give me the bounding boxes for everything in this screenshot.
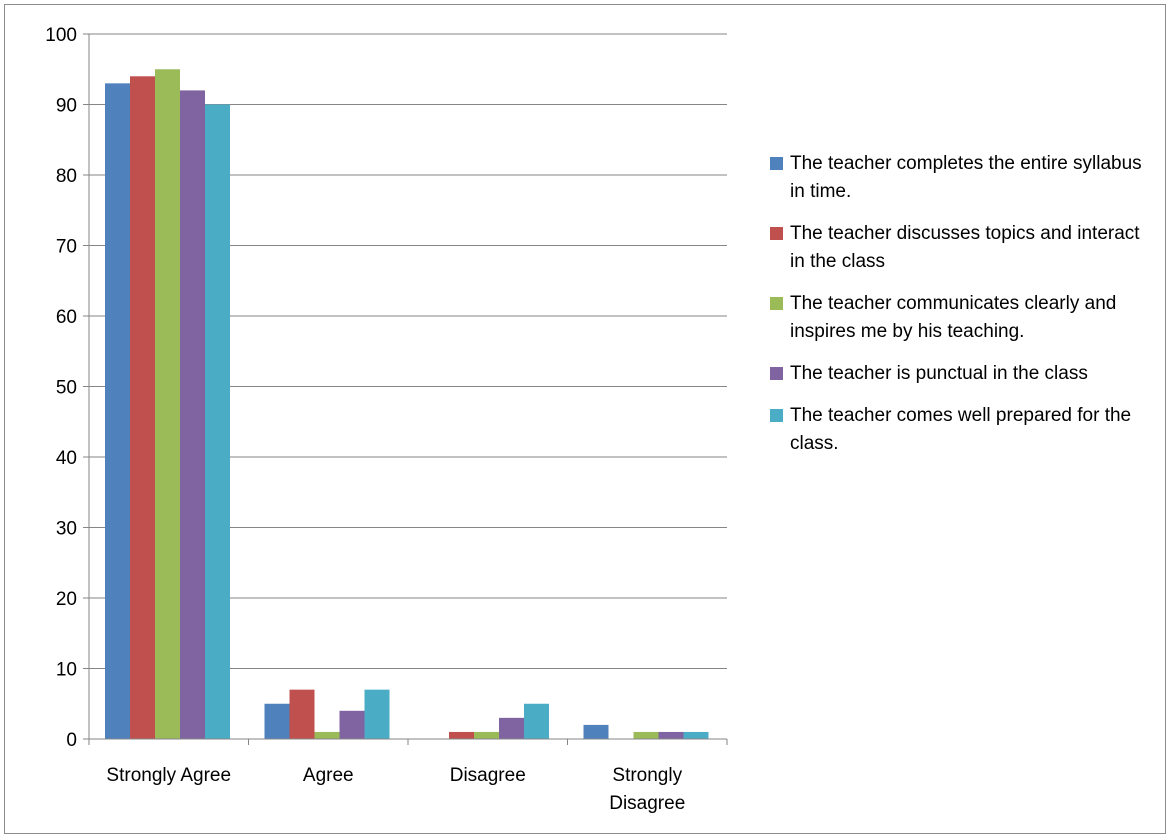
- bar: [180, 90, 205, 739]
- legend-item: The teacher completes the entire syllabu…: [770, 150, 1155, 206]
- y-axis-ticks: 0 10 20 30 40 50 60 70 80 90 100: [45, 25, 77, 751]
- y-tick-label: 50: [56, 378, 77, 399]
- y-tick-label: 40: [56, 448, 77, 469]
- legend-swatch: [770, 297, 783, 310]
- bar: [683, 731, 709, 739]
- bar: [499, 717, 524, 739]
- bar: [105, 83, 130, 740]
- bar: [205, 104, 230, 739]
- y-tick-label: 20: [56, 589, 77, 610]
- legend-label: The teacher is punctual in the class: [790, 363, 1088, 384]
- legend-label: The teacher communicates clearly and ins…: [790, 293, 1117, 342]
- axes: [83, 33, 728, 745]
- bar: [339, 710, 365, 739]
- bar: [633, 731, 659, 739]
- legend-swatch: [770, 157, 783, 170]
- legend-item: The teacher is punctual in the class: [770, 360, 1155, 388]
- y-tick-label: 60: [56, 307, 77, 328]
- x-tick-label: Disagree: [609, 793, 685, 814]
- y-tick-label: 90: [56, 96, 77, 117]
- legend-label: The teacher completes the entire syllabu…: [790, 153, 1142, 202]
- bar: [314, 731, 340, 739]
- legend-item: The teacher communicates clearly and ins…: [770, 290, 1155, 346]
- x-tick-label: Strongly: [612, 765, 682, 786]
- bar: [289, 689, 315, 739]
- legend-swatch: [770, 409, 783, 422]
- y-tick-label: 0: [66, 730, 77, 751]
- x-axis-ticks: Strongly Agree Agree Disagree Strongly Disag…: [106, 765, 685, 814]
- y-tick-label: 80: [56, 166, 77, 187]
- bar: [155, 69, 180, 739]
- bar: [364, 689, 390, 739]
- y-tick-label: 70: [56, 237, 77, 258]
- legend-item: The teacher comes well prepared for the …: [770, 402, 1155, 458]
- legend: The teacher completes the entire syllabu…: [770, 150, 1155, 472]
- legend-swatch: [770, 227, 783, 240]
- x-tick-label: Disagree: [450, 765, 526, 786]
- legend-label: The teacher discusses topics and interac…: [790, 223, 1140, 272]
- bar: [130, 76, 155, 740]
- y-tick-label: 30: [56, 519, 77, 540]
- bar: [449, 731, 474, 739]
- legend-item: The teacher discusses topics and interac…: [770, 220, 1155, 276]
- bar: [583, 724, 609, 739]
- x-tick-label: Agree: [303, 765, 354, 786]
- x-tick-label: Strongly Agree: [106, 765, 231, 786]
- bars: [105, 69, 709, 740]
- legend-label: The teacher comes well prepared for the …: [790, 405, 1132, 454]
- y-tick-label: 10: [56, 660, 77, 681]
- y-tick-label: 100: [45, 25, 77, 46]
- bar: [264, 703, 290, 739]
- bar: [524, 703, 549, 739]
- legend-swatch: [770, 367, 783, 380]
- bar: [658, 731, 684, 739]
- bar: [474, 731, 499, 739]
